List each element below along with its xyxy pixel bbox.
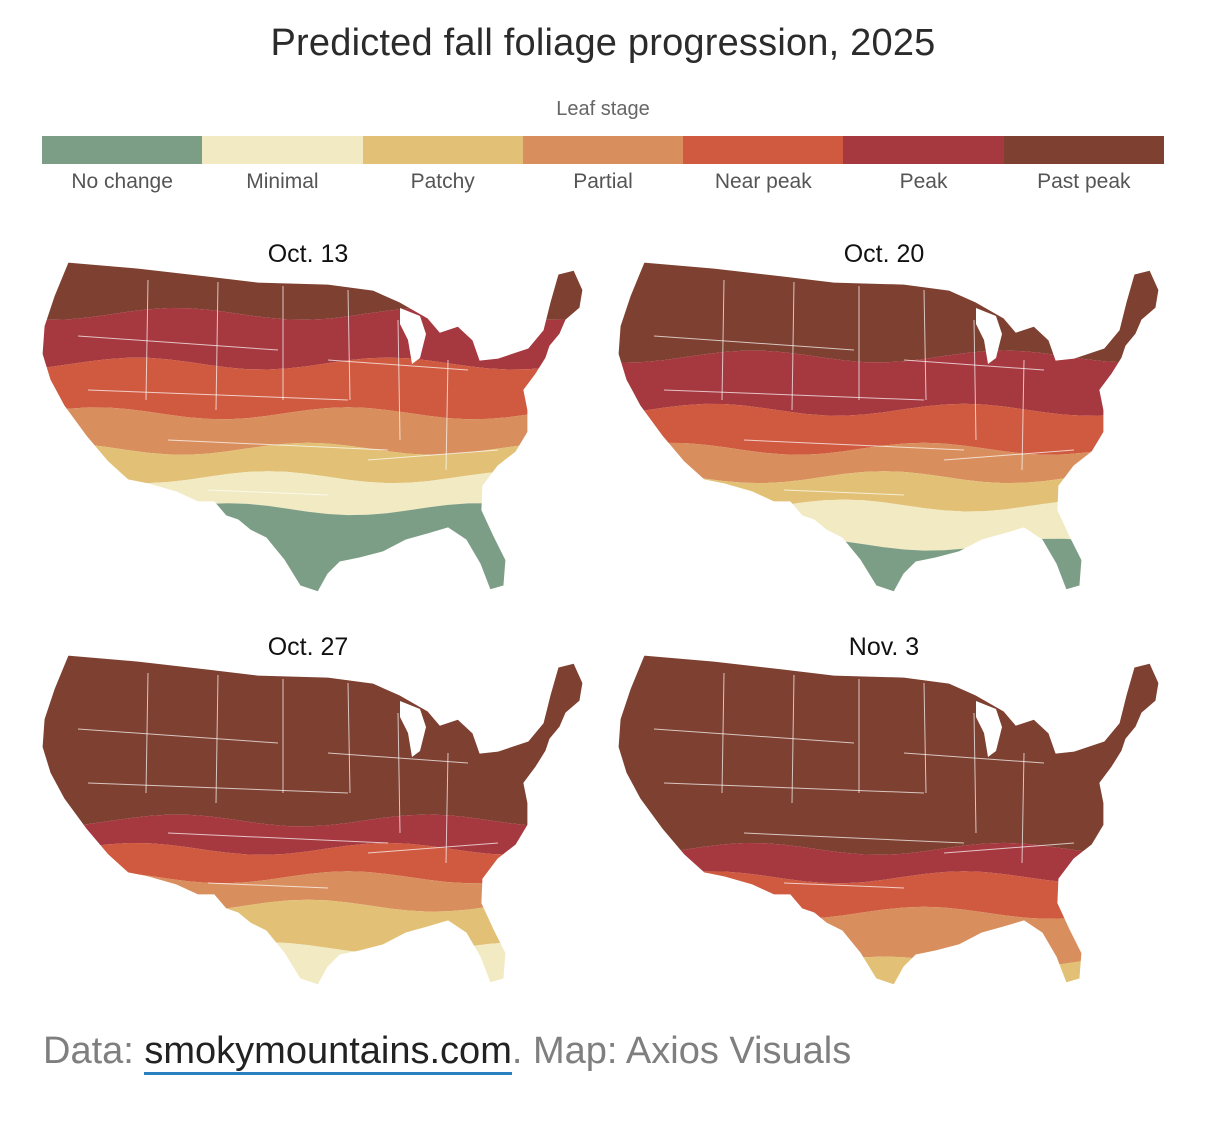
source-link[interactable]: smokymountains.com [144, 1030, 512, 1075]
state-border [721, 672, 725, 794]
state-border [397, 712, 401, 834]
legend-label-no-change: No change [71, 170, 173, 193]
foliage-band-patchy [618, 956, 1159, 985]
map-date-label: Oct. 13 [267, 240, 349, 268]
state-border [327, 752, 469, 764]
legend-labels: No change Minimal Patchy Partial Near pe… [42, 170, 1164, 194]
great-lakes [400, 308, 426, 364]
state-border [145, 279, 149, 401]
state-border [327, 359, 469, 371]
us-map-nov-3 [617, 654, 1160, 986]
state-border [145, 672, 149, 794]
foliage-band-near-peak [42, 842, 583, 884]
us-outline [617, 654, 1160, 986]
foliage-band-peak [618, 842, 1159, 884]
state-border [973, 712, 977, 834]
state-border [347, 682, 351, 794]
foliage-band-patchy [42, 442, 583, 484]
legend-swatch-no-change [42, 136, 203, 164]
state-border [77, 335, 279, 351]
legend-label-past-peak: Past peak [1037, 170, 1131, 193]
us-outline [41, 261, 584, 593]
state-border [87, 782, 349, 794]
credit-suffix: . Map: Axios Visuals [511, 1030, 852, 1072]
state-border [903, 752, 1045, 764]
state-border [973, 319, 977, 441]
map-date-label: Oct. 27 [267, 633, 349, 661]
legend-label-peak: Peak [899, 170, 948, 193]
legend-color-bar [42, 136, 1164, 164]
state-border [923, 682, 927, 794]
source-credit: Data: smokymountains.com. Map: Axios Vis… [43, 1030, 852, 1075]
foliage-band-partial [618, 442, 1159, 484]
legend-label-near-peak: Near peak [714, 170, 812, 193]
map-date-label: Nov. 3 [848, 633, 920, 661]
legend-label-patchy: Patchy [410, 170, 475, 193]
state-border [347, 289, 351, 401]
us-outline [41, 654, 584, 986]
state-border [653, 335, 855, 351]
state-border [663, 782, 925, 794]
state-border [1021, 359, 1025, 471]
state-border [943, 449, 1075, 461]
legend-swatch-near-peak [683, 136, 844, 164]
us-map-oct-27 [41, 654, 584, 986]
foliage-band-partial [42, 407, 583, 455]
us-map-oct-13 [41, 261, 584, 593]
map-panel-oct-13: Oct. 13 [28, 240, 588, 620]
us-map-oct-20 [617, 261, 1160, 593]
map-panel-oct-20: Oct. 20 [604, 240, 1164, 620]
legend-title: Leaf stage [556, 98, 650, 120]
state-border [397, 319, 401, 441]
state-border [743, 439, 965, 451]
foliage-band-minimal [42, 471, 583, 516]
state-border [207, 489, 329, 496]
state-border [87, 389, 349, 401]
legend-swatch-patchy [362, 136, 523, 164]
foliage-band-past-peak [618, 655, 1159, 855]
legend-label-minimal: Minimal [246, 170, 319, 193]
map-panel-oct-27: Oct. 27 [28, 633, 588, 1013]
legend-swatch-minimal [202, 136, 363, 164]
state-border [1021, 752, 1025, 864]
legend-swatch-partial [522, 136, 684, 164]
state-border [367, 449, 499, 461]
legend-swatch-peak [843, 136, 1004, 164]
state-border [367, 842, 499, 854]
state-border [207, 882, 329, 889]
state-border [445, 359, 449, 471]
state-border [783, 882, 905, 889]
legend-swatch-past-peak [1003, 136, 1164, 164]
state-border [167, 439, 389, 451]
state-border [167, 832, 389, 844]
state-border [721, 279, 725, 401]
state-border [663, 389, 925, 401]
great-lakes [976, 308, 1002, 364]
foliage-band-minimal [618, 499, 1159, 551]
us-outline [617, 261, 1160, 593]
state-border [923, 289, 927, 401]
state-border [783, 489, 905, 496]
source-prefix: Data: [43, 1030, 145, 1072]
map-panel-nov-3: Nov. 3 [604, 633, 1164, 1013]
chart-title: Predicted fall foliage progression, 2025 [270, 22, 936, 64]
map-date-label: Oct. 20 [843, 240, 925, 268]
foliage-band-near-peak [618, 403, 1159, 455]
foliage-band-no-change [618, 538, 1159, 592]
foliage-band-peak [42, 814, 583, 855]
great-lakes [400, 701, 426, 757]
legend-label-partial: Partial [573, 170, 633, 193]
state-border [445, 752, 449, 864]
state-border [77, 728, 279, 744]
state-border [943, 842, 1075, 854]
state-border [743, 832, 965, 844]
legend: No change Minimal Patchy Partial Near pe… [42, 136, 1164, 194]
state-border [653, 728, 855, 744]
state-border [903, 359, 1045, 371]
great-lakes [976, 701, 1002, 757]
